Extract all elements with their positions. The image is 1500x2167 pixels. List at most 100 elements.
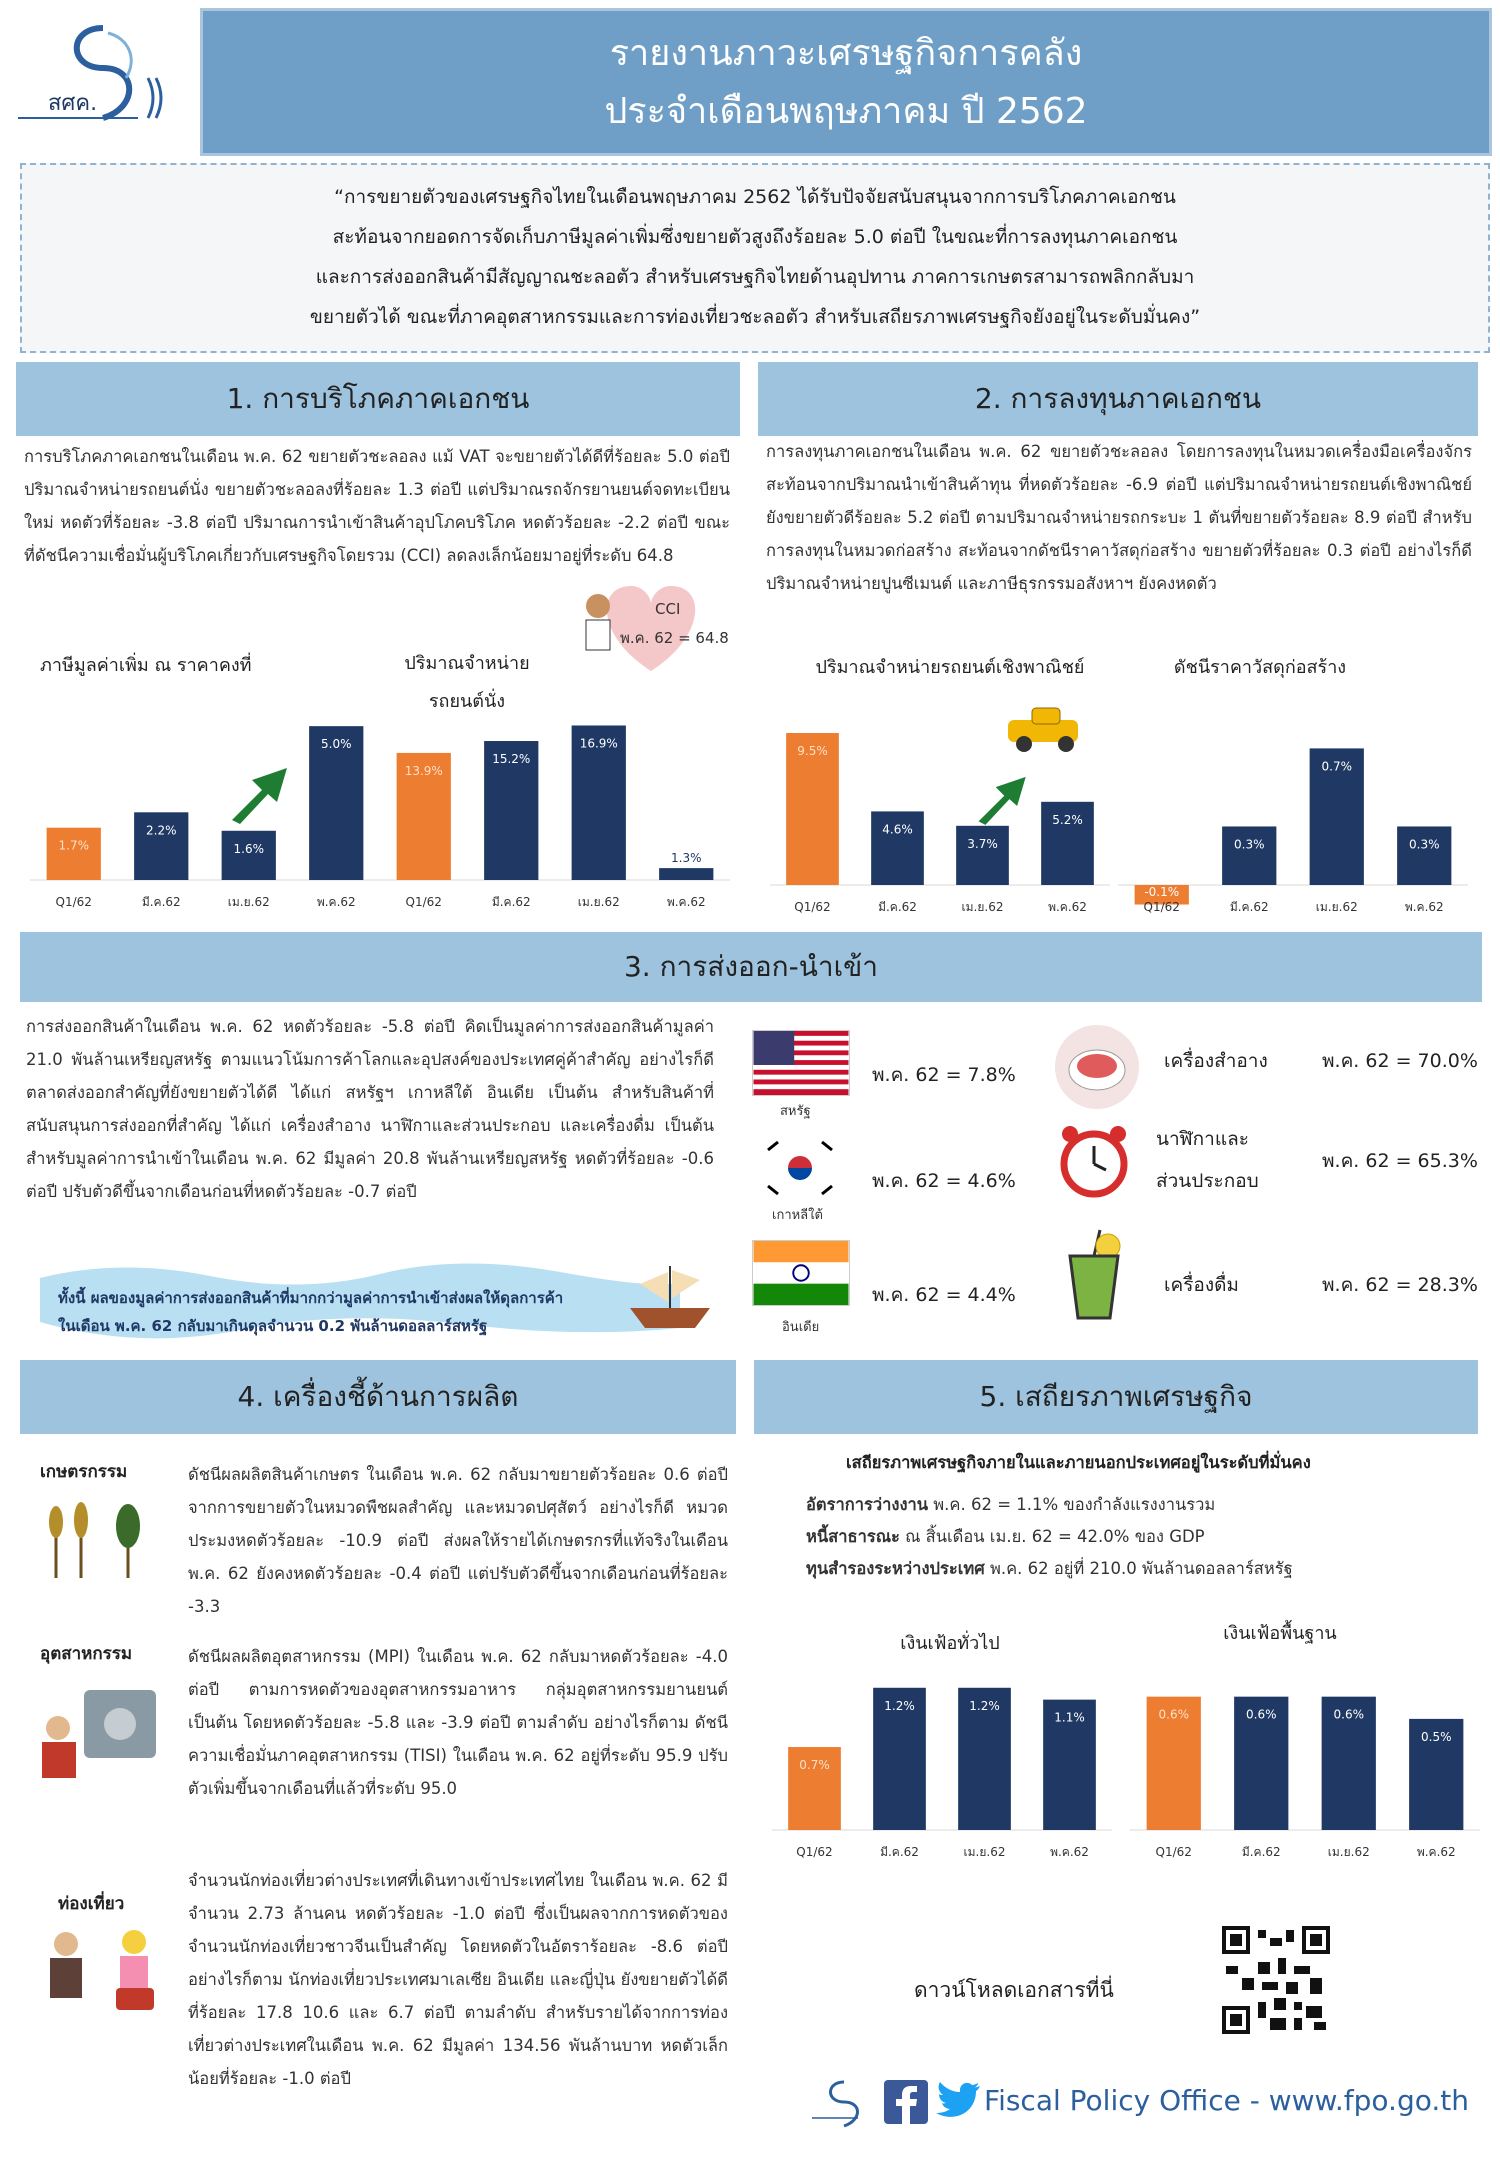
facebook-icon[interactable] [884, 2080, 928, 2124]
summary-line: และการส่งออกสินค้ามีสัญญาณชะลอตัว สำหรับ… [315, 266, 1195, 288]
stability-intro: เสถียรภาพเศรษฐกิจภายในและภายนอกประเทศอยู… [846, 1453, 1311, 1472]
section5-heading: 5. เสถียรภาพเศรษฐกิจ [754, 1360, 1478, 1434]
product-name-watch-1: นาฬิกาและ [1156, 1128, 1249, 1150]
x-tick-label: มี.ค.62 [1230, 900, 1269, 914]
data-label: 0.6% [1246, 1708, 1277, 1722]
tourists-icon [50, 1930, 154, 2010]
clock-icon [1060, 1126, 1128, 1198]
country-value-usa: พ.ค. 62 = 7.8% [872, 1064, 1016, 1086]
x-tick-label: มี.ค.62 [142, 895, 181, 909]
trade-balance-banner [40, 1258, 720, 1340]
chart3-title: ปริมาณจำหน่ายรถยนต์เชิงพาณิชย์ [815, 657, 1085, 678]
download-label: ดาวน์โหลดเอกสารที่นี่ [914, 1978, 1114, 2002]
industry-label: อุตสาหกรรม [40, 1644, 133, 1664]
data-label: 0.7% [1322, 759, 1353, 773]
chart-bar [134, 812, 189, 880]
x-tick-label: เม.ย.62 [962, 900, 1004, 914]
section2-heading: 2. การลงทุนภาคเอกชน [758, 362, 1478, 436]
data-label: 1.1% [1054, 1711, 1085, 1725]
chart-bar [1134, 885, 1189, 905]
product-name-cosmetics: เครื่องสำอาง [1164, 1050, 1268, 1072]
data-label: 1.2% [969, 1699, 1000, 1713]
chart-bar [396, 752, 451, 880]
section4-heading: 4. เครื่องชี้ด้านการผลิต [20, 1360, 736, 1434]
fpo-logo: สศค. [8, 8, 188, 156]
chart-bar [871, 811, 924, 885]
chart-bar [309, 726, 364, 880]
chart5-title: เงินเฟ้อทั่วไป [900, 1633, 1000, 1654]
section1-heading: 1. การบริโภคภาคเอกชน [16, 362, 740, 436]
reserves-line: ทุนสำรองระหว่างประเทศ พ.ค. 62 อยู่ที่ 21… [806, 1556, 1293, 1582]
india-flag-icon [752, 1240, 850, 1306]
section3-text: การส่งออกสินค้าในเดือน พ.ค. 62 หดตัวร้อย… [26, 1017, 714, 1201]
chart4-title: ดัชนีราคาวัสดุก่อสร้าง [1173, 657, 1347, 678]
x-tick-label: มี.ค.62 [1242, 1845, 1281, 1859]
ship-icon [630, 1266, 710, 1328]
x-tick-label: เม.ย.62 [228, 895, 270, 909]
twitter-icon[interactable] [934, 2078, 982, 2124]
core-inflation-chart: 0.6% Q1/62 0.6% มี.ค.62 0.6% เม.ย.62 0.5% พ.ค.6… [1130, 1696, 1480, 1859]
product-name-watch-2: ส่วนประกอบ [1156, 1170, 1259, 1192]
x-tick-label: พ.ค.62 [1417, 1845, 1456, 1859]
data-label: 1.6% [234, 842, 265, 856]
chart-bar [956, 825, 1009, 885]
data-label: 0.3% [1409, 837, 1440, 851]
chart-bar [571, 725, 626, 880]
x-tick-label: พ.ค.62 [1050, 1845, 1089, 1859]
report-title-banner: รายงานภาวะเศรษฐกิจการคลัง ประจำเดือนพฤษภ… [200, 8, 1492, 156]
trade-banner-line1: ทั้งนี้ ผลของมูลค่าการส่งออกสินค้าที่มาก… [58, 1289, 564, 1307]
trade-banner-line2: ในเดือน พ.ค. 62 กลับมาเกินดุลจำนวน 0.2 พ… [58, 1317, 488, 1335]
chart-bar [1321, 1696, 1376, 1830]
heart-icon [585, 586, 696, 671]
x-tick-label: พ.ค.62 [1405, 900, 1444, 914]
fpo-logo-icon: สศค. [18, 25, 163, 121]
x-tick-label: Q1/62 [406, 895, 442, 909]
product-value-cosmetics: พ.ค. 62 = 70.0% [1322, 1050, 1478, 1072]
summary-line: ขยายตัวได้ ขณะที่ภาคอุตสาหกรรมและการท่อง… [309, 306, 1201, 328]
x-tick-label: เม.ย.62 [964, 1845, 1006, 1859]
drink-icon [1068, 1229, 1121, 1320]
cci-label: CCI [655, 600, 681, 618]
x-tick-label: เม.ย.62 [1328, 1845, 1370, 1859]
data-label: 16.9% [580, 736, 618, 750]
x-tick-label: มี.ค.62 [880, 1845, 919, 1859]
public-debt-line: หนี้สาธารณะ ณ สิ้นเดือน เม.ย. 62 = 42.0%… [806, 1524, 1205, 1550]
footer-website[interactable]: Fiscal Policy Office - www.fpo.go.th [984, 2084, 1469, 2117]
x-tick-label: พ.ค.62 [1048, 900, 1087, 914]
cci-value: พ.ค. 62 = 64.8 [620, 629, 729, 647]
country-value-korea: พ.ค. 62 = 4.6% [872, 1170, 1016, 1192]
x-tick-label: เม.ย.62 [578, 895, 620, 909]
unemployment-label: อัตราการว่างงาน [806, 1495, 929, 1514]
country-name-india: อินเดีย [782, 1320, 820, 1335]
data-label: 0.7% [799, 1758, 830, 1772]
data-label: 2.2% [146, 823, 177, 837]
chart2-title-line2: รถยนต์นั่ง [428, 691, 506, 712]
product-value-watch: พ.ค. 62 = 65.3% [1322, 1150, 1478, 1172]
section3-heading: 3. การส่งออก-นำเข้า [20, 932, 1482, 1002]
data-label: 0.3% [1234, 837, 1265, 851]
country-value-india: พ.ค. 62 = 4.4% [872, 1284, 1016, 1306]
vat-chart: 1.7% Q1/62 2.2% มี.ค.62 1.6% เม.ย.62 5.0% พ.ค.6… [30, 726, 380, 909]
chart-bar [786, 733, 839, 885]
x-tick-label: พ.ค.62 [667, 895, 706, 909]
chart-bar [1409, 1718, 1464, 1830]
korea-flag-icon [760, 1138, 840, 1198]
usa-flag-icon [752, 1030, 850, 1096]
qr-code-icon[interactable] [1222, 1926, 1330, 2034]
reserves-value: พ.ค. 62 อยู่ที่ 210.0 พันล้านดอลลาร์สหรั… [984, 1559, 1293, 1578]
data-label: 0.5% [1421, 1730, 1452, 1744]
cosmetics-icon [1055, 1025, 1139, 1109]
passenger-car-chart: 13.9% Q1/62 15.2% มี.ค.62 16.9% เม.ย.62 1.3% พ.… [380, 725, 730, 909]
country-name-usa: สหรัฐ [780, 1104, 811, 1119]
commercial-car-chart: 9.5% Q1/62 4.6% มี.ค.62 3.7% เม.ย.62 5.2% พ.ค.6… [770, 733, 1110, 914]
chart-bar [659, 868, 714, 880]
chart-bar [788, 1747, 841, 1830]
unemployment-line: อัตราการว่างงาน พ.ค. 62 = 1.1% ของกำลังแ… [806, 1492, 1215, 1518]
wave-banner-icon [40, 1263, 710, 1339]
data-label: 9.5% [797, 744, 828, 758]
fpo-small-logo-icon [812, 2080, 859, 2128]
public-debt-value: ณ สิ้นเดือน เม.ย. 62 = 42.0% ของ GDP [899, 1527, 1205, 1546]
industry-text: ดัชนีผลผลิตอุตสาหกรรม (MPI) ในเดือน พ.ค.… [188, 1647, 728, 1798]
data-label: 5.0% [321, 737, 352, 751]
crops-icon [49, 1502, 140, 1578]
